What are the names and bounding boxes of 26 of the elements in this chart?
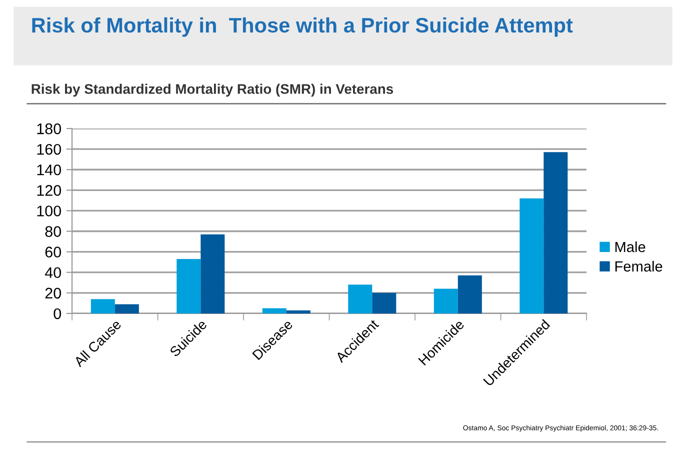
legend-label: Male <box>615 241 646 252</box>
y-tick-label: 160 <box>37 144 62 155</box>
bar <box>114 304 139 314</box>
legend-label: Female <box>615 260 662 272</box>
chart-title: Risk of Mortality in Those with a Prior Suicide Attempt <box>32 17 573 37</box>
bar <box>348 284 372 314</box>
bar <box>262 308 286 314</box>
bar <box>520 198 544 314</box>
y-tick-label: 180 <box>37 123 62 134</box>
y-tick-label: 140 <box>37 164 62 176</box>
bar <box>544 152 568 314</box>
y-tick-label: 0 <box>54 308 62 320</box>
bar <box>286 310 310 314</box>
bar <box>176 259 201 314</box>
y-tick-label: 20 <box>45 288 62 299</box>
y-tick-label: 40 <box>44 267 62 278</box>
y-tick-label: 60 <box>45 246 62 258</box>
bar <box>372 292 396 314</box>
bar <box>200 234 225 314</box>
bar <box>434 288 458 314</box>
bar <box>90 299 115 314</box>
y-tick-label: 80 <box>45 226 62 237</box>
bar <box>458 275 482 314</box>
y-tick-label: 120 <box>37 185 62 196</box>
chart-subtitle: Risk by Standardized Mortality Ratio (SMR) in Veterans <box>32 84 394 97</box>
y-tick-label: 100 <box>37 206 62 216</box>
